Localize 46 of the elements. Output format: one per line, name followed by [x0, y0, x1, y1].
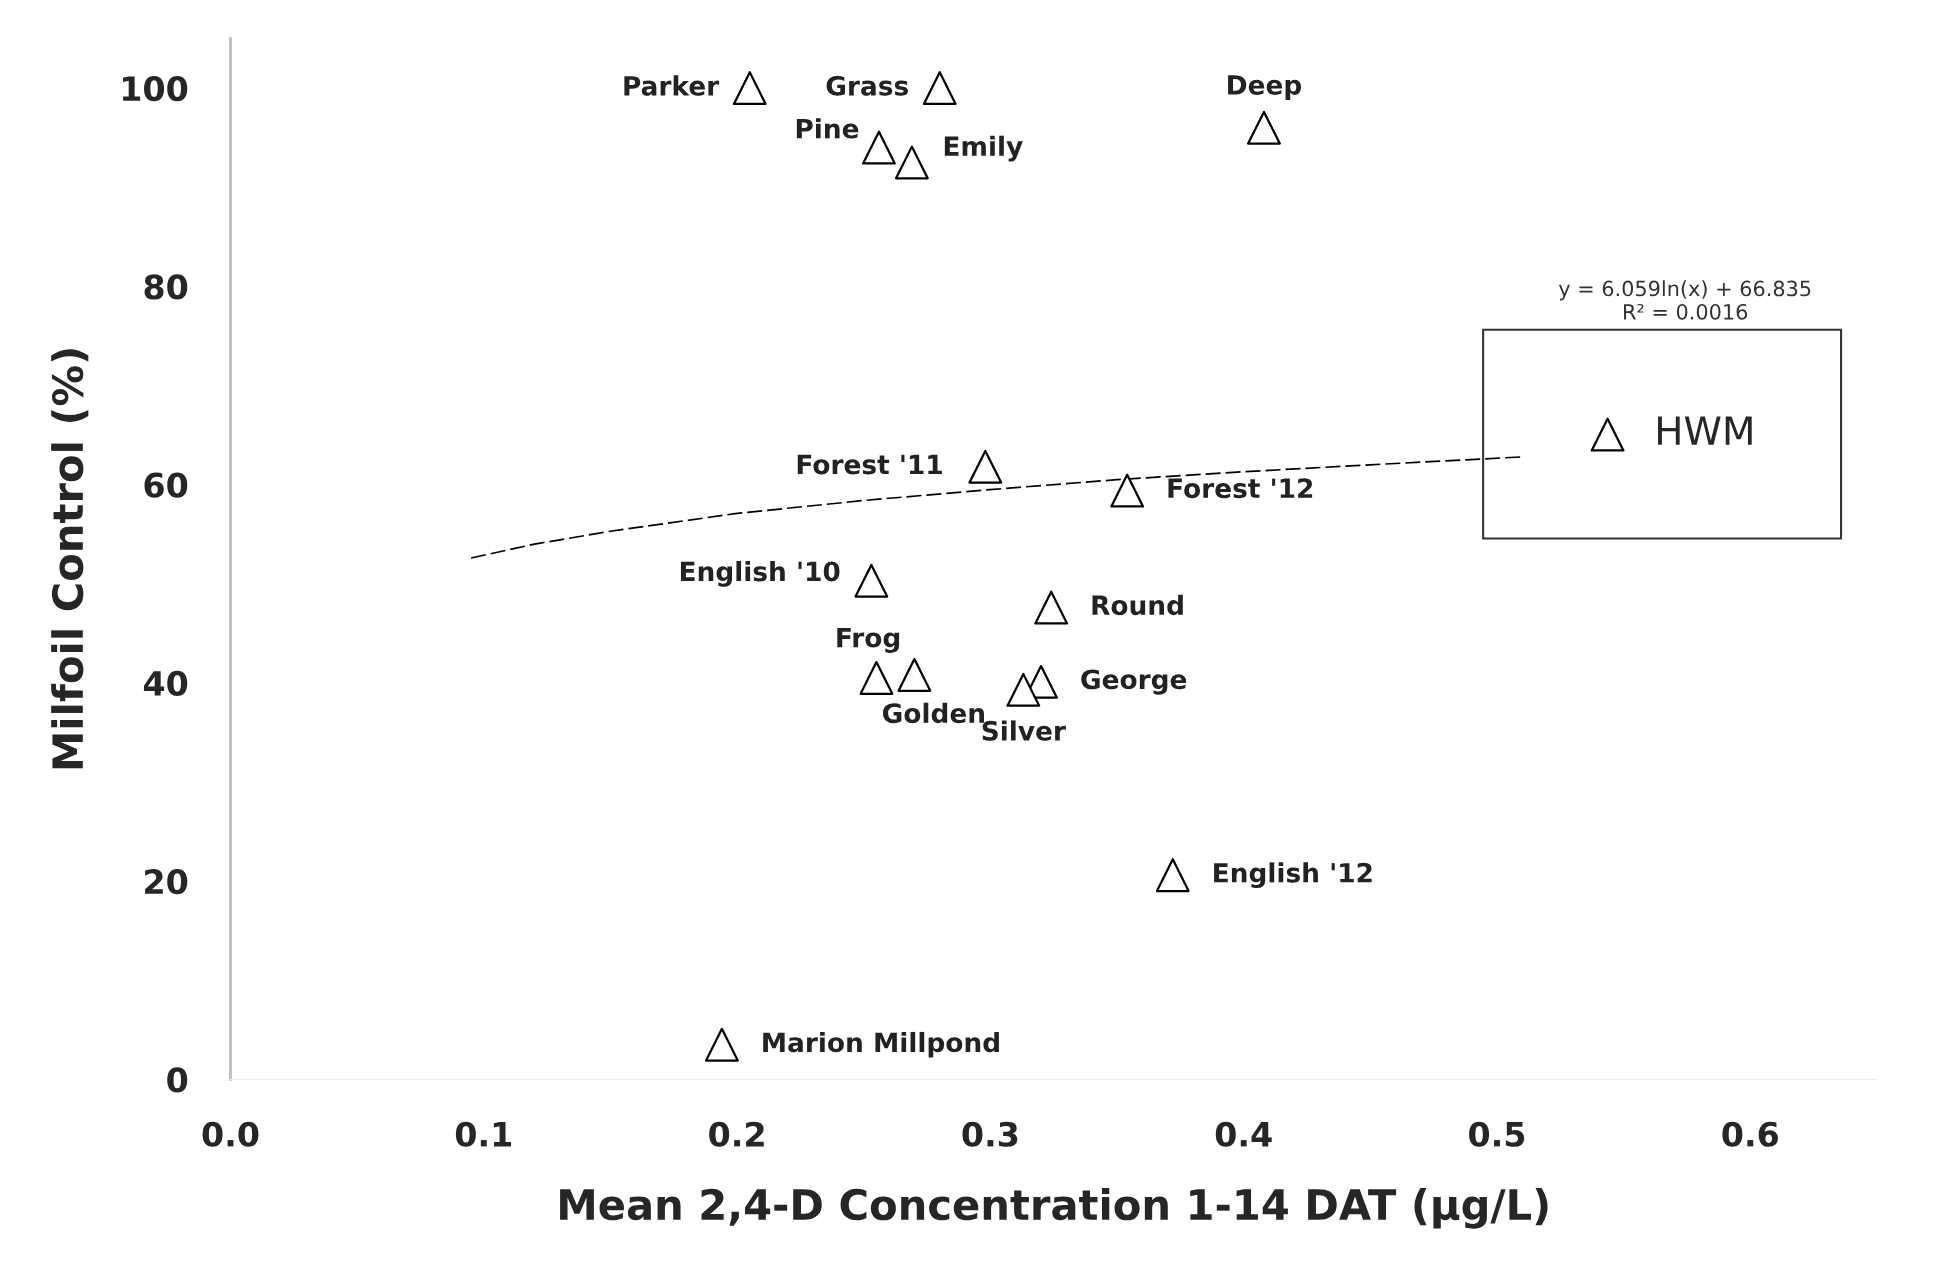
point [732, 71, 767, 106]
point [968, 449, 1003, 484]
annotation: Deep [1228, 75, 1302, 100]
annotation: Pine [796, 118, 859, 139]
point [704, 1027, 739, 1062]
annotation: Forest '12 [1168, 478, 1313, 499]
x-tick-label: 0.5 [1469, 1121, 1525, 1147]
point [1006, 672, 1041, 707]
y-tick-label: 20 [145, 869, 188, 895]
y-axis-title: Milfoil Control (%) [51, 349, 89, 769]
x-tick-label: 0.4 [1215, 1121, 1272, 1147]
annotation: Round [1092, 594, 1183, 616]
point [922, 71, 957, 106]
y-tick-label: 80 [144, 274, 188, 300]
y-tick-label: 60 [144, 472, 188, 498]
x-tick-label: 0.6 [1722, 1121, 1779, 1147]
annotation: Marion Millpond [763, 1031, 999, 1058]
y-tick-label: 0 [167, 1067, 188, 1093]
x-tick-label: 0.2 [709, 1121, 764, 1147]
point [1034, 590, 1069, 625]
x-axis-title: Mean 2,4-D Concentration 1-14 DAT (µg/L) [560, 1188, 1548, 1229]
annotation: Silver [982, 720, 1066, 741]
annotation: Frog [837, 628, 900, 653]
annotation: Parker [624, 75, 720, 96]
annotation: Forest '11 [797, 454, 942, 475]
x-tick-label: 0.0 [202, 1121, 259, 1147]
point [1247, 110, 1281, 145]
point [897, 658, 932, 692]
annotation: George [1081, 669, 1187, 695]
legend-label: HWM [1658, 416, 1752, 445]
point [1155, 858, 1190, 893]
x-tick-label: 0.3 [962, 1121, 1018, 1147]
point [862, 130, 896, 165]
point [859, 660, 894, 695]
point [1110, 473, 1145, 508]
annotation: English '10 [680, 560, 840, 587]
annotation: English '12 [1214, 862, 1372, 889]
point [854, 563, 889, 598]
annotation: Emily [944, 135, 1023, 162]
annotation: Grass [826, 75, 908, 96]
annotation: y = 6.059ln(x) + 66.835 R² = 0.0016 [1558, 280, 1811, 320]
point [894, 145, 929, 180]
y-tick-label: 100 [123, 76, 188, 102]
x-tick-label: 0.1 [455, 1121, 512, 1147]
annotation: Golden [882, 702, 984, 724]
y-tick-label: 40 [143, 670, 188, 697]
